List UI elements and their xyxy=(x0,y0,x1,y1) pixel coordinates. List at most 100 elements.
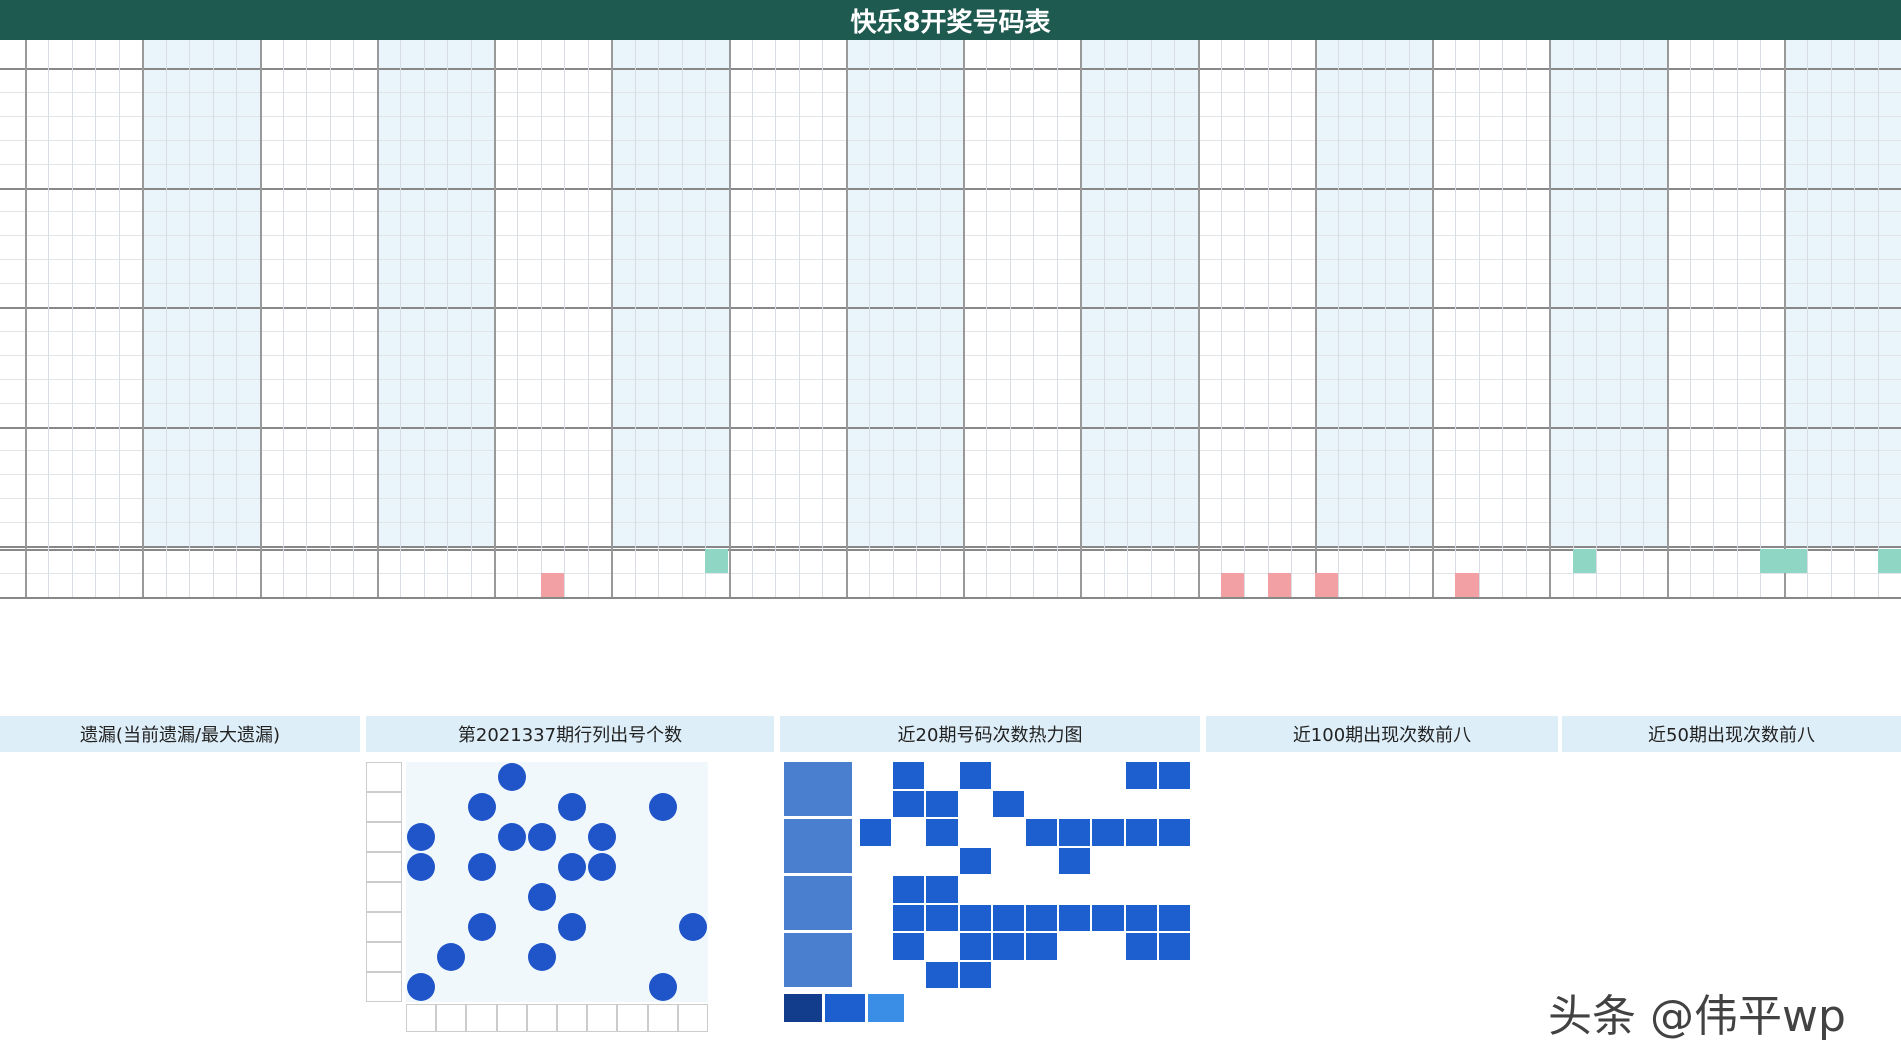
drawn-number xyxy=(25,379,48,403)
heat-cell xyxy=(1059,962,1090,989)
drawn-number xyxy=(1010,116,1033,140)
drawn-number xyxy=(658,164,681,188)
hot4-combo xyxy=(1376,887,1501,917)
pending-number xyxy=(95,522,118,546)
row-count xyxy=(366,942,402,972)
drawn-number xyxy=(1455,498,1478,522)
drawn-number xyxy=(682,283,705,307)
pending-number xyxy=(1338,522,1361,546)
column-header xyxy=(142,40,165,68)
drawn-number xyxy=(1198,68,1221,92)
drawn-number xyxy=(1338,116,1361,140)
drawn-number xyxy=(1127,355,1150,379)
pending-number xyxy=(1198,522,1221,546)
column-header xyxy=(471,40,494,68)
pending-number xyxy=(400,522,423,546)
drawn-number xyxy=(213,140,236,164)
drawn-number xyxy=(635,211,658,235)
column-divider xyxy=(1080,40,1083,597)
drawn-number xyxy=(1268,259,1291,283)
drawn-number xyxy=(799,92,822,116)
drawn-number xyxy=(1221,403,1244,427)
miss-pair-value xyxy=(250,820,350,850)
pending-number xyxy=(541,522,564,546)
drawn-number xyxy=(822,450,845,474)
column-header xyxy=(940,40,963,68)
column-divider xyxy=(1478,40,1480,597)
drawn-number xyxy=(1127,235,1150,259)
drawn-number xyxy=(1315,116,1338,140)
count20-value xyxy=(1549,573,1572,597)
pending-number xyxy=(940,522,963,546)
drawn-number xyxy=(1596,140,1619,164)
ball-number xyxy=(466,882,496,912)
ball-number xyxy=(466,972,496,1002)
drawn-number xyxy=(400,307,423,331)
column-header xyxy=(1010,40,1033,68)
row-divider xyxy=(0,163,1901,165)
count20-value xyxy=(142,573,165,597)
current-miss-value xyxy=(1713,549,1736,573)
heat-cell xyxy=(1092,962,1123,989)
column-group-shade xyxy=(1549,40,1667,546)
row-count xyxy=(366,882,402,912)
drawn-number xyxy=(1667,188,1690,212)
drawn-number xyxy=(494,474,517,498)
count20-value xyxy=(1409,573,1432,597)
heat-cell xyxy=(959,961,991,988)
column-header xyxy=(353,40,376,68)
column-divider xyxy=(71,40,73,597)
heat-cell xyxy=(1059,933,1090,960)
current-miss-value xyxy=(1807,549,1830,573)
ball-number xyxy=(436,762,466,792)
drawn-number xyxy=(400,188,423,212)
drawn-number xyxy=(1104,403,1127,427)
column-header xyxy=(1854,40,1877,68)
drawn-number xyxy=(940,235,963,259)
drawn-number xyxy=(1385,307,1408,331)
count20-value xyxy=(189,573,212,597)
miss-pair-value xyxy=(250,887,350,917)
count20-value xyxy=(1244,573,1267,597)
ball-number xyxy=(648,942,678,972)
drawn-number xyxy=(1198,474,1221,498)
drawn-number xyxy=(72,403,95,427)
hot4-count xyxy=(1849,954,1896,984)
drawn-number xyxy=(306,498,329,522)
heat-cell xyxy=(1059,847,1091,874)
ball-number xyxy=(406,942,436,972)
column-divider xyxy=(1549,40,1552,597)
current-miss-value xyxy=(166,549,189,573)
drawn-number xyxy=(541,474,564,498)
column-divider xyxy=(658,40,660,597)
drawn-number xyxy=(1713,427,1736,451)
ball-number xyxy=(497,792,527,822)
heat-cell xyxy=(1092,904,1124,931)
drawn-number xyxy=(963,498,986,522)
column-divider xyxy=(1338,40,1340,597)
count20-value xyxy=(705,573,728,597)
ball-number xyxy=(406,762,436,792)
drawn-number xyxy=(1526,211,1549,235)
column-header xyxy=(658,40,681,68)
drawn-number xyxy=(1573,116,1596,140)
current-miss-value xyxy=(1620,549,1643,573)
column-header xyxy=(447,40,470,68)
ball-number xyxy=(557,972,587,1002)
drawn-number xyxy=(236,188,259,212)
drawn-number xyxy=(1549,211,1572,235)
hot3-count xyxy=(1671,920,1718,950)
drawn-number xyxy=(1291,355,1314,379)
drawn-number xyxy=(752,92,775,116)
drawn-number xyxy=(1526,140,1549,164)
current-miss-value xyxy=(353,549,376,573)
column-divider xyxy=(447,40,449,597)
ball-number xyxy=(406,912,436,942)
count20-value xyxy=(940,573,963,597)
drawn-number xyxy=(986,164,1009,188)
pending-number xyxy=(869,522,892,546)
period-label xyxy=(0,307,25,331)
stat-label xyxy=(0,549,25,573)
drawn-number xyxy=(1244,235,1267,259)
hot4-count xyxy=(1504,786,1552,816)
